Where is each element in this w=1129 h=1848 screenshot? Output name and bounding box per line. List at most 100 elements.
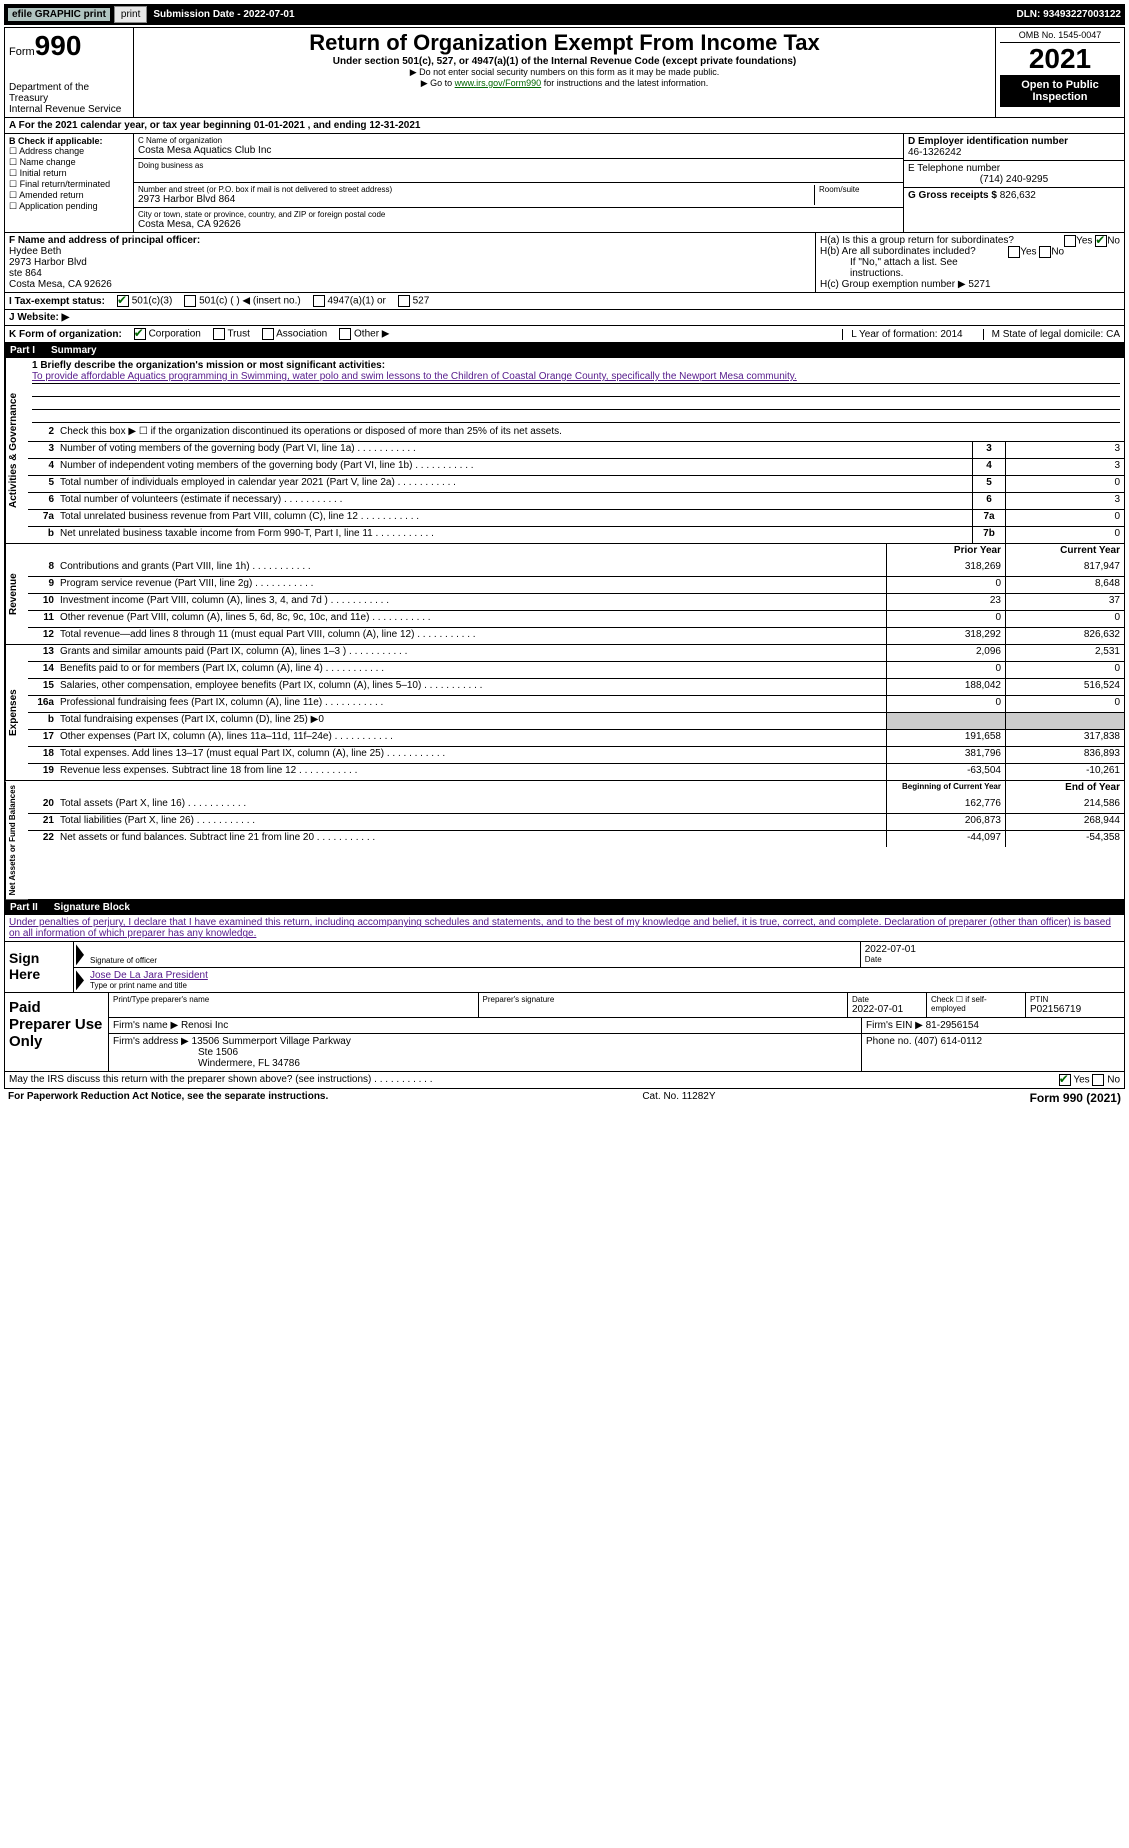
penalties: Under penalties of perjury, I declare th… xyxy=(9,917,1111,939)
col-f: F Name and address of principal officer:… xyxy=(5,233,815,292)
footer-left: For Paperwork Reduction Act Notice, see … xyxy=(8,1091,328,1105)
mission-label: 1 Briefly describe the organization's mi… xyxy=(32,360,1120,371)
hc-value: 5271 xyxy=(968,279,990,290)
sign-section: Sign Here Signature of officer 2022-07-0… xyxy=(4,942,1125,993)
ha-label: H(a) Is this a group return for subordin… xyxy=(820,235,1014,246)
k-assoc[interactable] xyxy=(262,328,274,340)
print-button[interactable]: print xyxy=(114,6,147,23)
hb-yes[interactable] xyxy=(1008,246,1020,258)
tax-year: 2021 xyxy=(1000,43,1120,75)
l-year: L Year of formation: 2014 xyxy=(842,329,962,340)
gross-label: G Gross receipts $ xyxy=(908,190,997,201)
i-label: I Tax-exempt status: xyxy=(9,296,105,307)
firm-addr2: Ste 1506 xyxy=(198,1047,238,1058)
table-row: bNet unrelated business taxable income f… xyxy=(28,526,1124,543)
f-l1: 2973 Harbor Blvd xyxy=(9,257,811,268)
dept-treasury: Department of the Treasury xyxy=(9,82,129,104)
irs-label: Internal Revenue Service xyxy=(9,104,129,115)
hb-label: H(b) Are all subordinates included? xyxy=(820,246,976,257)
hb-note: If "No," attach a list. See instructions… xyxy=(820,257,1120,279)
form-note1: ▶ Do not enter social security numbers o… xyxy=(138,67,991,78)
table-row: 18Total expenses. Add lines 13–17 (must … xyxy=(28,746,1124,763)
ein-label: D Employer identification number xyxy=(908,136,1120,147)
table-row: 9Program service revenue (Part VIII, lin… xyxy=(28,576,1124,593)
open-public-badge: Open to Public Inspection xyxy=(1000,75,1120,107)
table-row: 8Contributions and grants (Part VIII, li… xyxy=(28,560,1124,576)
f-label: F Name and address of principal officer: xyxy=(9,235,811,246)
table-row: 16aProfessional fundraising fees (Part I… xyxy=(28,695,1124,712)
hc-label: H(c) Group exemption number ▶ xyxy=(820,279,966,290)
prep-date: 2022-07-01 xyxy=(852,1004,922,1015)
i-501c[interactable] xyxy=(184,295,196,307)
k-trust[interactable] xyxy=(213,328,225,340)
submission-date: Submission Date - 2022-07-01 xyxy=(153,9,294,20)
part1-title: Summary xyxy=(51,345,97,356)
f-l3: Costa Mesa, CA 92626 xyxy=(9,279,811,290)
vert-governance: Activities & Governance xyxy=(5,358,28,543)
i-501c3[interactable] xyxy=(117,295,129,307)
mission-blank1 xyxy=(32,384,1120,397)
table-row: 10Investment income (Part VIII, column (… xyxy=(28,593,1124,610)
firm-addr1: 13506 Summerport Village Parkway xyxy=(192,1036,351,1047)
room-label: Room/suite xyxy=(819,185,899,194)
date-label: Date xyxy=(865,955,1120,964)
part1-header: Part I Summary xyxy=(4,343,1125,358)
table-row: 7aTotal unrelated business revenue from … xyxy=(28,509,1124,526)
i-527[interactable] xyxy=(398,295,410,307)
ptin-value: P02156719 xyxy=(1030,1004,1120,1015)
i-4947[interactable] xyxy=(313,295,325,307)
type-label: Type or print name and title xyxy=(90,981,1120,990)
penalties-text: Under penalties of perjury, I declare th… xyxy=(4,915,1125,942)
form-header: Form990 Department of the Treasury Inter… xyxy=(4,27,1125,118)
table-row: 11Other revenue (Part VIII, column (A), … xyxy=(28,610,1124,627)
firm-addr3: Windermere, FL 34786 xyxy=(198,1058,300,1069)
status-row: I Tax-exempt status: 501(c)(3) 501(c) ( … xyxy=(4,293,1125,310)
k-label: K Form of organization: xyxy=(9,329,122,340)
col-d: D Employer identification number 46-1326… xyxy=(903,134,1124,232)
discuss-no[interactable] xyxy=(1092,1074,1104,1086)
arrow-icon-2 xyxy=(76,970,84,990)
sig-label: Signature of officer xyxy=(90,956,856,965)
part2-header: Part II Signature Block xyxy=(4,900,1125,915)
gross-value: 826,632 xyxy=(1000,190,1036,201)
phone-label: E Telephone number xyxy=(908,163,1120,174)
ha-yes[interactable] xyxy=(1064,235,1076,247)
k-corp[interactable] xyxy=(134,328,146,340)
b-heading: B Check if applicable: xyxy=(9,136,129,146)
ha-no[interactable] xyxy=(1095,235,1107,247)
k-other[interactable] xyxy=(339,328,351,340)
part2-title: Signature Block xyxy=(54,902,130,913)
governance-block: Activities & Governance 1 Briefly descri… xyxy=(4,358,1125,544)
table-row: 12Total revenue—add lines 8 through 11 (… xyxy=(28,627,1124,644)
revenue-block: Revenue Prior Year Current Year 8Contrib… xyxy=(4,544,1125,645)
officer-name: Jose De La Jara President xyxy=(90,970,1120,981)
mission-blank3 xyxy=(32,410,1120,423)
form-number: Form990 xyxy=(9,30,129,62)
b-item-3: ☐ Final return/terminated xyxy=(9,179,129,190)
city-value: Costa Mesa, CA 92626 xyxy=(138,219,899,230)
addr-label: Number and street (or P.O. box if mail i… xyxy=(138,185,814,194)
block-bcd: B Check if applicable: ☐ Address change … xyxy=(4,134,1125,233)
footer-right: Form 990 (2021) xyxy=(1030,1091,1121,1105)
expenses-block: Expenses 13Grants and similar amounts pa… xyxy=(4,645,1125,781)
efile-badge: efile GRAPHIC print xyxy=(8,8,110,21)
hb-no[interactable] xyxy=(1039,246,1051,258)
table-row: 22Net assets or fund balances. Subtract … xyxy=(28,830,1124,847)
ein-value: 46-1326242 xyxy=(908,147,1120,158)
table-row: 21Total liabilities (Part X, line 26)206… xyxy=(28,813,1124,830)
table-row: 17Other expenses (Part IX, column (A), l… xyxy=(28,729,1124,746)
officer-signature[interactable] xyxy=(90,944,856,956)
preparer-section: Paid Preparer Use Only Print/Type prepar… xyxy=(4,993,1125,1072)
irs-link[interactable]: www.irs.gov/Form990 xyxy=(455,78,542,88)
j-label: J Website: ▶ xyxy=(9,312,69,323)
note2-prefix: ▶ Go to xyxy=(421,78,455,88)
table-row: 3Number of voting members of the governi… xyxy=(28,441,1124,458)
omb-number: OMB No. 1545-0047 xyxy=(1000,30,1120,43)
table-row: 5Total number of individuals employed in… xyxy=(28,475,1124,492)
firm-ein-label: Firm's EIN ▶ xyxy=(866,1020,923,1031)
top-bar: efile GRAPHIC print print Submission Dat… xyxy=(4,4,1125,25)
discuss-yes[interactable] xyxy=(1059,1074,1071,1086)
b-item-0: ☐ Address change xyxy=(9,146,129,157)
mission-blank2 xyxy=(32,397,1120,410)
col-c: C Name of organization Costa Mesa Aquati… xyxy=(134,134,903,232)
